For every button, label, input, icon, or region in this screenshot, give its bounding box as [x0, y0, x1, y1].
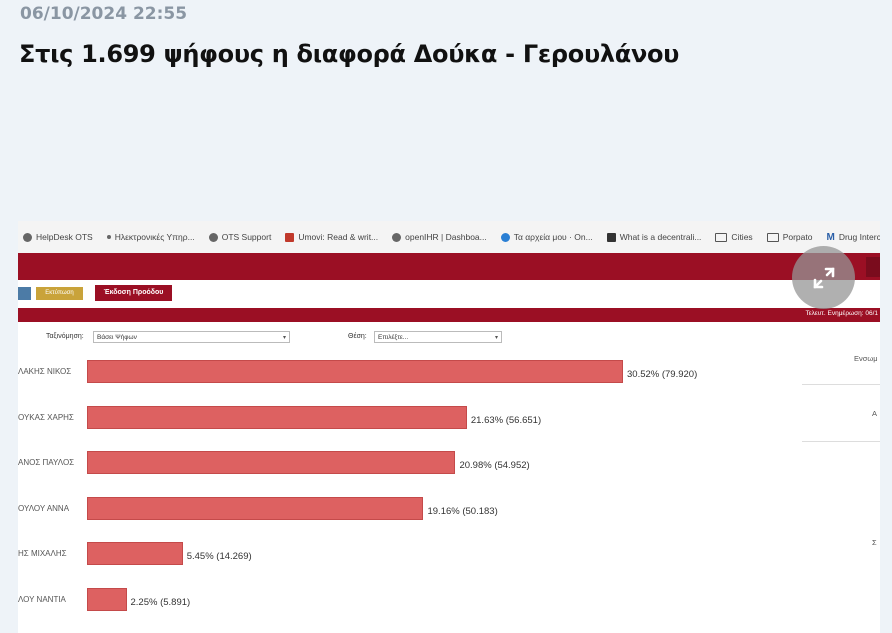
bookmark-item[interactable]: openIHR | Dashboa...	[392, 232, 487, 242]
result-value-label: 20.98% (54.952)	[459, 460, 530, 471]
result-bar	[87, 587, 127, 611]
toolbar-icon-button[interactable]	[18, 287, 31, 300]
result-value-label: 21.63% (56.651)	[470, 414, 542, 426]
bookmark-label: openIHR | Dashboa...	[405, 232, 487, 242]
result-value-label: 19.16% (50.183)	[427, 505, 498, 517]
expand-button[interactable]	[792, 246, 855, 309]
bookmark-item[interactable]: Ηλεκτρονικές Υπηρ...	[106, 232, 195, 242]
position-select[interactable]: Επιλέξτε... ▾	[374, 331, 502, 343]
app-icon	[606, 232, 616, 242]
globe-icon	[392, 232, 402, 242]
bookmark-label: Drug Interc	[838, 232, 880, 242]
result-bar	[87, 405, 467, 429]
toolbar: Εκτύπωση Έκδοση Προόδου	[18, 280, 880, 308]
result-bar	[87, 542, 183, 565]
candidate-name: ΛΟΥ ΝΑΝΤΙΑ	[18, 594, 66, 604]
print-button[interactable]: Εκτύπωση	[36, 287, 83, 300]
expand-icon	[813, 267, 834, 288]
header-band	[18, 253, 880, 280]
header-tab[interactable]	[866, 257, 880, 277]
globe-icon	[208, 232, 218, 242]
sort-label: Ταξινόμηση:	[46, 333, 84, 340]
right-panel-divider	[802, 384, 880, 385]
bookmark-label: Porpato	[782, 232, 813, 242]
cloud-icon	[500, 232, 510, 242]
bookmarks-bar: HelpDesk OTS Ηλεκτρονικές Υπηρ... OTS Su…	[18, 221, 880, 253]
candidate-name: ΗΣ ΜΙΧΑΛΗΣ	[18, 549, 67, 558]
bookmark-label: Τα αρχεία μου · On...	[513, 232, 593, 242]
right-panel-divider	[802, 441, 880, 442]
bookmark-item[interactable]: Τα αρχεία μου · On...	[500, 232, 593, 242]
bookmark-label: Cities	[731, 232, 753, 242]
result-value-label: 5.45% (14.269)	[186, 551, 252, 562]
bookmark-label: Ηλεκτρονικές Υπηρ...	[114, 232, 195, 242]
candidate-name: ΟΥΛΟΥ ΑΝΝΑ	[18, 503, 70, 513]
m-icon: M	[826, 231, 835, 243]
bookmark-label: HelpDesk OTS	[36, 232, 93, 242]
sort-select[interactable]: Βάσει Ψήφων ▾	[93, 331, 290, 343]
dot-icon	[106, 235, 111, 239]
bookmark-label: OTS Support	[221, 232, 272, 242]
bookmark-item[interactable]: M Drug Interc	[826, 232, 880, 243]
result-bar	[87, 360, 623, 383]
candidate-name: ΟΥΚΑΣ ΧΑΡΗΣ	[18, 412, 74, 422]
chevron-down-icon: ▾	[494, 335, 498, 341]
candidate-name: ΛΑΚΗΣ ΝΙΚΟΣ	[18, 367, 72, 376]
right-panel-text: Α	[872, 409, 878, 418]
embedded-screenshot: HelpDesk OTS Ηλεκτρονικές Υπηρ... OTS Su…	[18, 221, 880, 633]
last-update-text: Τελευτ. Ενημέρωση: 06/1	[805, 310, 878, 317]
bookmark-item[interactable]: What is a decentrali...	[606, 232, 702, 242]
position-select-value: Επιλέξτε...	[378, 334, 409, 341]
progress-button[interactable]: Έκδοση Προόδου	[95, 285, 172, 301]
folder-icon	[715, 232, 728, 242]
position-label: Θέση:	[348, 333, 367, 340]
bookmark-item[interactable]: OTS Support	[208, 232, 272, 242]
article-date: 06/10/2024 22:55	[20, 4, 188, 24]
chevron-down-icon: ▾	[282, 335, 286, 341]
bookmark-item[interactable]: Cities	[715, 232, 753, 242]
candidate-name: ΑΝΟΣ ΠΑΥΛΟΣ	[18, 458, 75, 467]
globe-icon	[23, 232, 32, 242]
bookmark-item[interactable]: Porpato	[766, 232, 813, 242]
right-panel-text: Σ	[872, 538, 877, 547]
bookmark-label: Umovi: Read & writ...	[298, 232, 379, 242]
bookmark-label: What is a decentrali...	[619, 232, 702, 242]
umovi-icon	[285, 232, 295, 242]
right-panel-text: Ενσωμ	[854, 354, 878, 363]
update-band	[18, 308, 880, 322]
bookmark-item[interactable]: HelpDesk OTS	[23, 232, 93, 242]
article-title: Στις 1.699 ψήφους η διαφορά Δούκα - Γερο…	[19, 40, 680, 68]
bookmark-item[interactable]: Umovi: Read & writ...	[285, 232, 378, 242]
result-bar	[87, 451, 456, 474]
result-value-label: 30.52% (79.920)	[627, 369, 698, 380]
result-bar	[87, 496, 424, 520]
result-value-label: 2.25% (5.891)	[130, 596, 191, 608]
folder-icon	[766, 232, 779, 242]
sort-select-value: Βάσει Ψήφων	[97, 334, 137, 341]
